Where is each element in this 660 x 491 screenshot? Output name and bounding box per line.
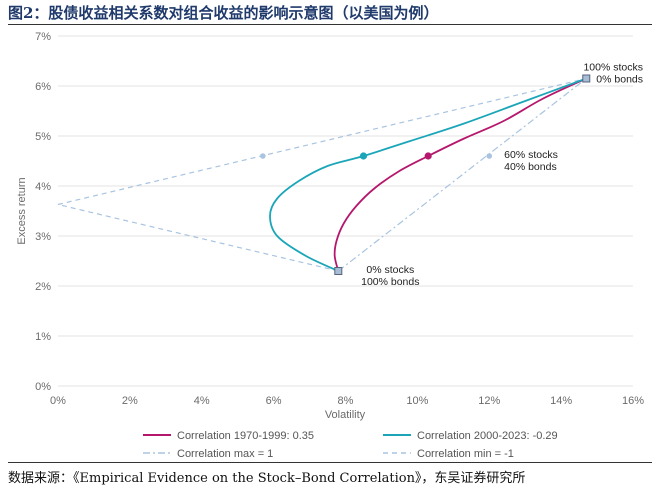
series-line-2000-2023 [269, 77, 587, 272]
x-tick-label: 6% [266, 395, 282, 407]
frontier-chart: 0%1%2%3%4%5%6%7% 0% 2% 4% 6% 8% 10% 12% 14% 16% … [16, 31, 644, 460]
y-tick-labels: 0% 1% 2% 3% 4% 5% 6% 7% [35, 31, 51, 393]
y-tick-label: 4% [35, 181, 51, 193]
y-tick-label: 0% [35, 381, 51, 393]
x-tick-label: 2% [122, 395, 138, 407]
y-tick-label: 2% [35, 281, 51, 293]
endpoint-marker-1 [334, 267, 343, 275]
series-line-min [57, 77, 587, 272]
x-tick-label: 12% [478, 395, 500, 407]
x-axis-title: Volatility [325, 409, 366, 421]
annotation-label-line: 60% stocks [504, 149, 558, 161]
y-tick-label: 6% [35, 81, 51, 93]
endpoint-label-line: 100% bonds [361, 276, 419, 288]
x-tick-label: 0% [50, 395, 66, 407]
source-note: 数据来源：《Empirical Evidence on the Stock–Bo… [8, 471, 526, 486]
series-lines [57, 77, 587, 272]
x-tick-label: 10% [406, 395, 428, 407]
x-tick-label: 16% [622, 395, 644, 407]
source-divider [8, 462, 652, 463]
legend: Correlation 1970-1999: 0.35 Correlation … [143, 430, 558, 460]
marker-1970-1999 [424, 152, 432, 160]
page-title: 图2：股债收益相关系数对组合收益的影响示意图（以美国为例） [8, 4, 439, 22]
x-tick-label: 4% [194, 395, 210, 407]
legend-label-max: Correlation max = 1 [177, 448, 273, 460]
marker-min [260, 153, 266, 159]
y-tick-label: 3% [35, 231, 51, 243]
endpoint-label-line: 100% stocks [583, 62, 643, 74]
legend-label-min: Correlation min = -1 [417, 448, 514, 460]
endpoint-label-line: 0% stocks [366, 264, 414, 276]
marker-2000-2023 [359, 152, 368, 160]
series-line-1970-1999 [333, 77, 587, 272]
x-tick-label: 14% [550, 395, 572, 407]
endpoint-label-line: 0% bonds [596, 74, 643, 86]
y-tick-label: 1% [35, 331, 51, 343]
x-tick-labels: 0% 2% 4% 6% 8% 10% 12% 14% 16% [50, 395, 644, 407]
series-markers [260, 74, 591, 275]
marker-max [486, 153, 493, 159]
x-tick-label: 8% [338, 395, 354, 407]
y-tick-label: 5% [35, 131, 51, 143]
y-tick-label: 7% [35, 31, 51, 43]
legend-label-1970: Correlation 1970-1999: 0.35 [177, 430, 314, 442]
y-axis-title: Excess return [16, 177, 28, 244]
series-line-max [337, 78, 587, 272]
annotation-label-line: 40% bonds [504, 161, 557, 173]
endpoint-marker-0 [582, 74, 591, 83]
grid [58, 35, 633, 387]
legend-label-2000: Correlation 2000-2023: -0.29 [417, 430, 558, 442]
title-divider [8, 24, 652, 25]
